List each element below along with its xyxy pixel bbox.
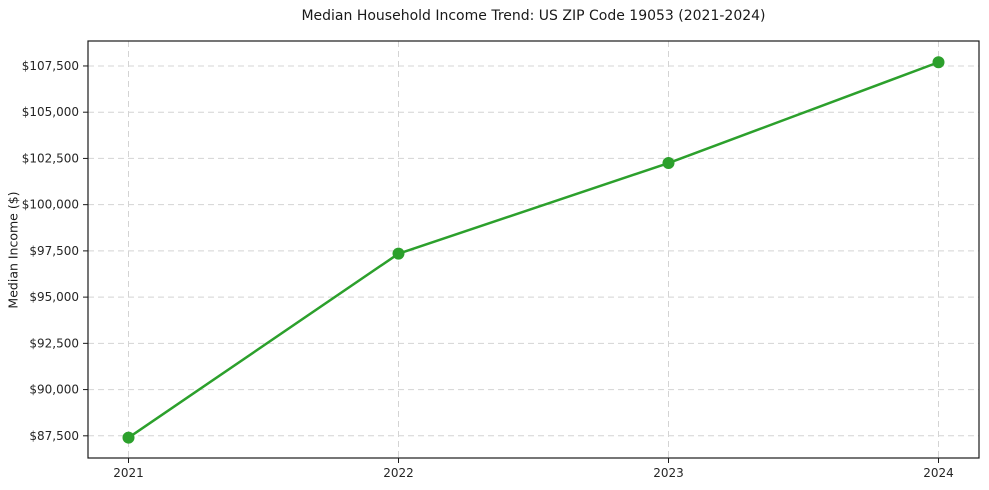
y-tick-label: $105,000 — [22, 105, 79, 119]
x-tick-label: 2022 — [383, 466, 414, 480]
y-tick-label: $97,500 — [29, 244, 79, 258]
y-tick-label: $87,500 — [29, 429, 79, 443]
chart-title: Median Household Income Trend: US ZIP Co… — [301, 8, 766, 24]
data-point — [392, 247, 405, 260]
y-tick-label: $90,000 — [29, 383, 79, 397]
x-tick-label: 2023 — [653, 466, 684, 480]
y-tick-label: $95,000 — [29, 290, 79, 304]
axes-spines — [87, 40, 980, 459]
y-tick-label: $107,500 — [22, 59, 79, 73]
data-point — [122, 431, 135, 444]
data-point — [932, 56, 945, 69]
y-tick-label: $92,500 — [29, 336, 79, 350]
y-tick-label: $100,000 — [22, 198, 79, 212]
data-point — [662, 157, 675, 170]
y-tick-label: $102,500 — [22, 151, 79, 165]
trend-line — [127, 61, 940, 439]
x-tick-label: 2024 — [923, 466, 954, 480]
x-tick-label: 2021 — [113, 466, 144, 480]
